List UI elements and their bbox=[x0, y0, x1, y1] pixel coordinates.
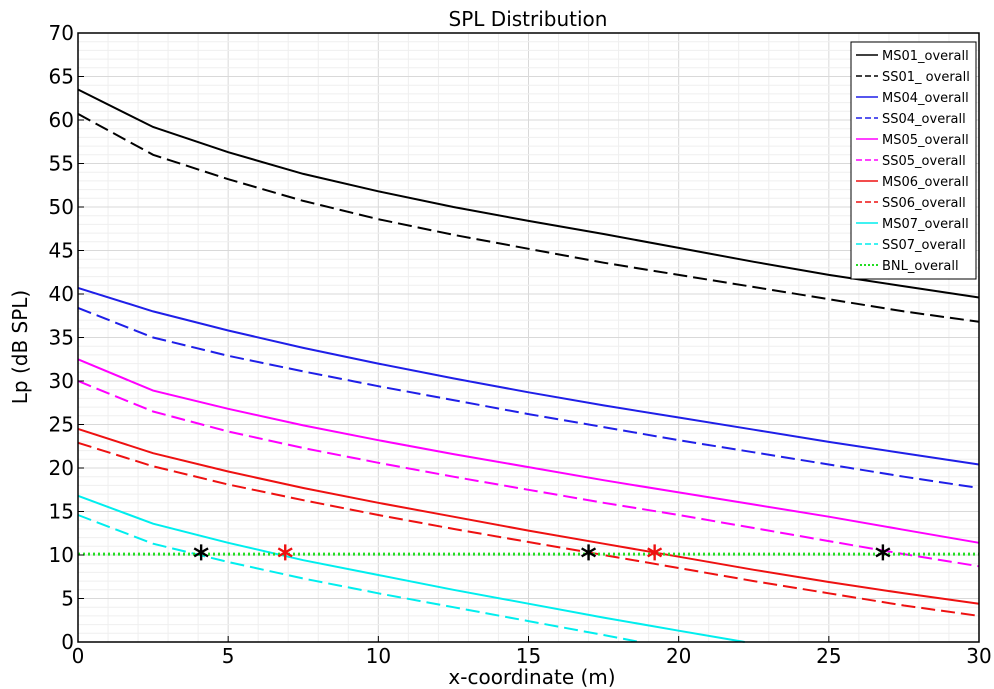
asterisk-stroke bbox=[647, 547, 663, 558]
y-tick-label: 0 bbox=[61, 630, 74, 654]
series-line bbox=[77, 494, 745, 643]
y-tick-label: 50 bbox=[49, 195, 74, 219]
legend: MS01_overall SS01_ overall MS04_overall SS0… bbox=[850, 41, 977, 280]
asterisk-marker bbox=[875, 544, 891, 561]
legend-entry-label: BNL_overall bbox=[882, 259, 959, 274]
asterisk-stroke bbox=[875, 547, 891, 558]
legend-entry-label: MS01_overall bbox=[882, 49, 969, 64]
y-tick-label: 5 bbox=[61, 587, 74, 611]
y-tick-label: 35 bbox=[49, 326, 74, 350]
legend-entry-label: SS07_overall bbox=[882, 238, 966, 253]
series-line bbox=[77, 286, 980, 466]
asterisk-marker bbox=[647, 544, 663, 561]
series-line bbox=[77, 88, 980, 299]
legend-box bbox=[850, 41, 977, 280]
y-tick-label: 15 bbox=[49, 500, 74, 524]
legend-entry-label: SS06_overall bbox=[882, 196, 966, 211]
series-line bbox=[77, 306, 980, 489]
y-tick-label: 25 bbox=[49, 413, 74, 437]
x-axis-label: x-coordinate (m) bbox=[448, 665, 615, 689]
series-line bbox=[77, 514, 640, 643]
asterisk-stroke bbox=[277, 547, 293, 558]
asterisk-stroke bbox=[193, 547, 209, 558]
series-group bbox=[77, 88, 980, 643]
asterisk-marker bbox=[193, 544, 209, 561]
legend-entry-label: MS07_overall bbox=[882, 217, 969, 232]
y-axis-label: Lp (dB SPL) bbox=[8, 290, 32, 404]
legend-entry-label: SS01_ overall bbox=[882, 70, 970, 85]
legend-entry-label: MS05_overall bbox=[882, 133, 969, 148]
legend-entry-label: SS05_overall bbox=[882, 154, 966, 169]
x-tick-labels: 0 5 10 15 20 25 30 bbox=[72, 636, 992, 668]
grid bbox=[77, 32, 980, 643]
x-tick-label: 25 bbox=[816, 644, 841, 668]
y-tick-label: 45 bbox=[49, 239, 74, 263]
series-line bbox=[77, 358, 980, 544]
x-tick-label: 0 bbox=[72, 644, 85, 668]
x-tick-label: 10 bbox=[366, 644, 391, 668]
asterisk-marker bbox=[277, 544, 293, 561]
chart-title: SPL Distribution bbox=[449, 7, 608, 31]
y-tick-label: 60 bbox=[49, 108, 74, 132]
x-tick-label: 30 bbox=[966, 644, 991, 668]
series-line bbox=[77, 113, 980, 323]
series-line bbox=[77, 441, 980, 617]
markers-group bbox=[193, 544, 891, 561]
y-tick-label: 20 bbox=[49, 456, 74, 480]
y-tick-label: 55 bbox=[49, 152, 74, 176]
legend-entry-label: SS04_overall bbox=[882, 112, 966, 127]
asterisk-stroke bbox=[581, 547, 597, 558]
y-tick-label: 10 bbox=[49, 543, 74, 567]
legend-entry-label: MS04_overall bbox=[882, 91, 969, 106]
asterisk-marker bbox=[581, 544, 597, 561]
y-tick-labels: 0 5 10 15 20 25 30 35 40 45 50 55 60 65 70 bbox=[49, 21, 84, 654]
x-tick-label: 5 bbox=[222, 644, 235, 668]
legend-entry-label: MS06_overall bbox=[882, 175, 969, 190]
y-tick-label: 40 bbox=[49, 282, 74, 306]
y-tick-label: 65 bbox=[49, 65, 74, 89]
y-tick-label: 70 bbox=[49, 21, 74, 45]
y-tick-label: 30 bbox=[49, 369, 74, 393]
x-tick-label: 15 bbox=[516, 644, 541, 668]
series-line bbox=[77, 427, 980, 605]
x-tick-label: 20 bbox=[666, 644, 691, 668]
series-line bbox=[77, 380, 980, 568]
